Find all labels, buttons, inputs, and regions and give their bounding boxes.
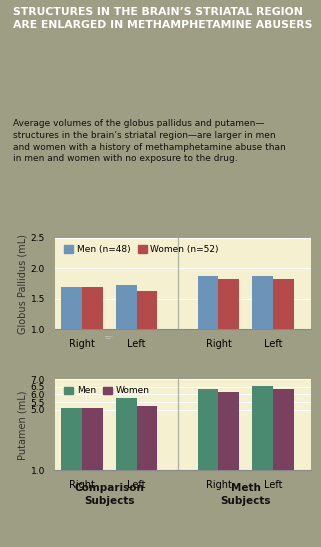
Legend: Men (n=48), Women (n=52): Men (n=48), Women (n=52) [62, 242, 222, 257]
Text: Subjects: Subjects [84, 496, 134, 506]
Text: Average volumes of the globus pallidus and putamen—
structures in the brain’s st: Average volumes of the globus pallidus a… [13, 119, 286, 164]
Bar [219, 392, 239, 486]
Y-axis label: Putamen (mL): Putamen (mL) [18, 390, 28, 459]
Bar [252, 276, 273, 390]
Text: STRUCTURES IN THE BRAIN’S STRIATAL REGION
ARE ENLARGED IN METHAMPHETAMINE ABUSER: STRUCTURES IN THE BRAIN’S STRIATAL REGIO… [13, 7, 312, 30]
Bar [252, 386, 273, 486]
Text: Comparison: Comparison [74, 483, 144, 493]
Text: Meth: Meth [231, 483, 261, 493]
Bar [219, 280, 239, 390]
Bar [82, 287, 103, 390]
Bar [198, 276, 219, 390]
Bar [273, 280, 294, 390]
Bar [82, 408, 103, 486]
Y-axis label: Globus Pallidus (mL): Globus Pallidus (mL) [18, 234, 28, 334]
Bar [61, 287, 82, 390]
Bar [116, 398, 136, 486]
Bar [273, 389, 294, 486]
Bar [116, 286, 136, 390]
Bar [136, 292, 157, 390]
Bar [136, 406, 157, 486]
Text: Comparison
Subjects: Comparison Subjects [105, 336, 113, 339]
Bar [61, 408, 82, 486]
Text: Subjects: Subjects [221, 496, 271, 506]
Bar [198, 389, 219, 486]
Legend: Men, Women: Men, Women [62, 384, 153, 398]
